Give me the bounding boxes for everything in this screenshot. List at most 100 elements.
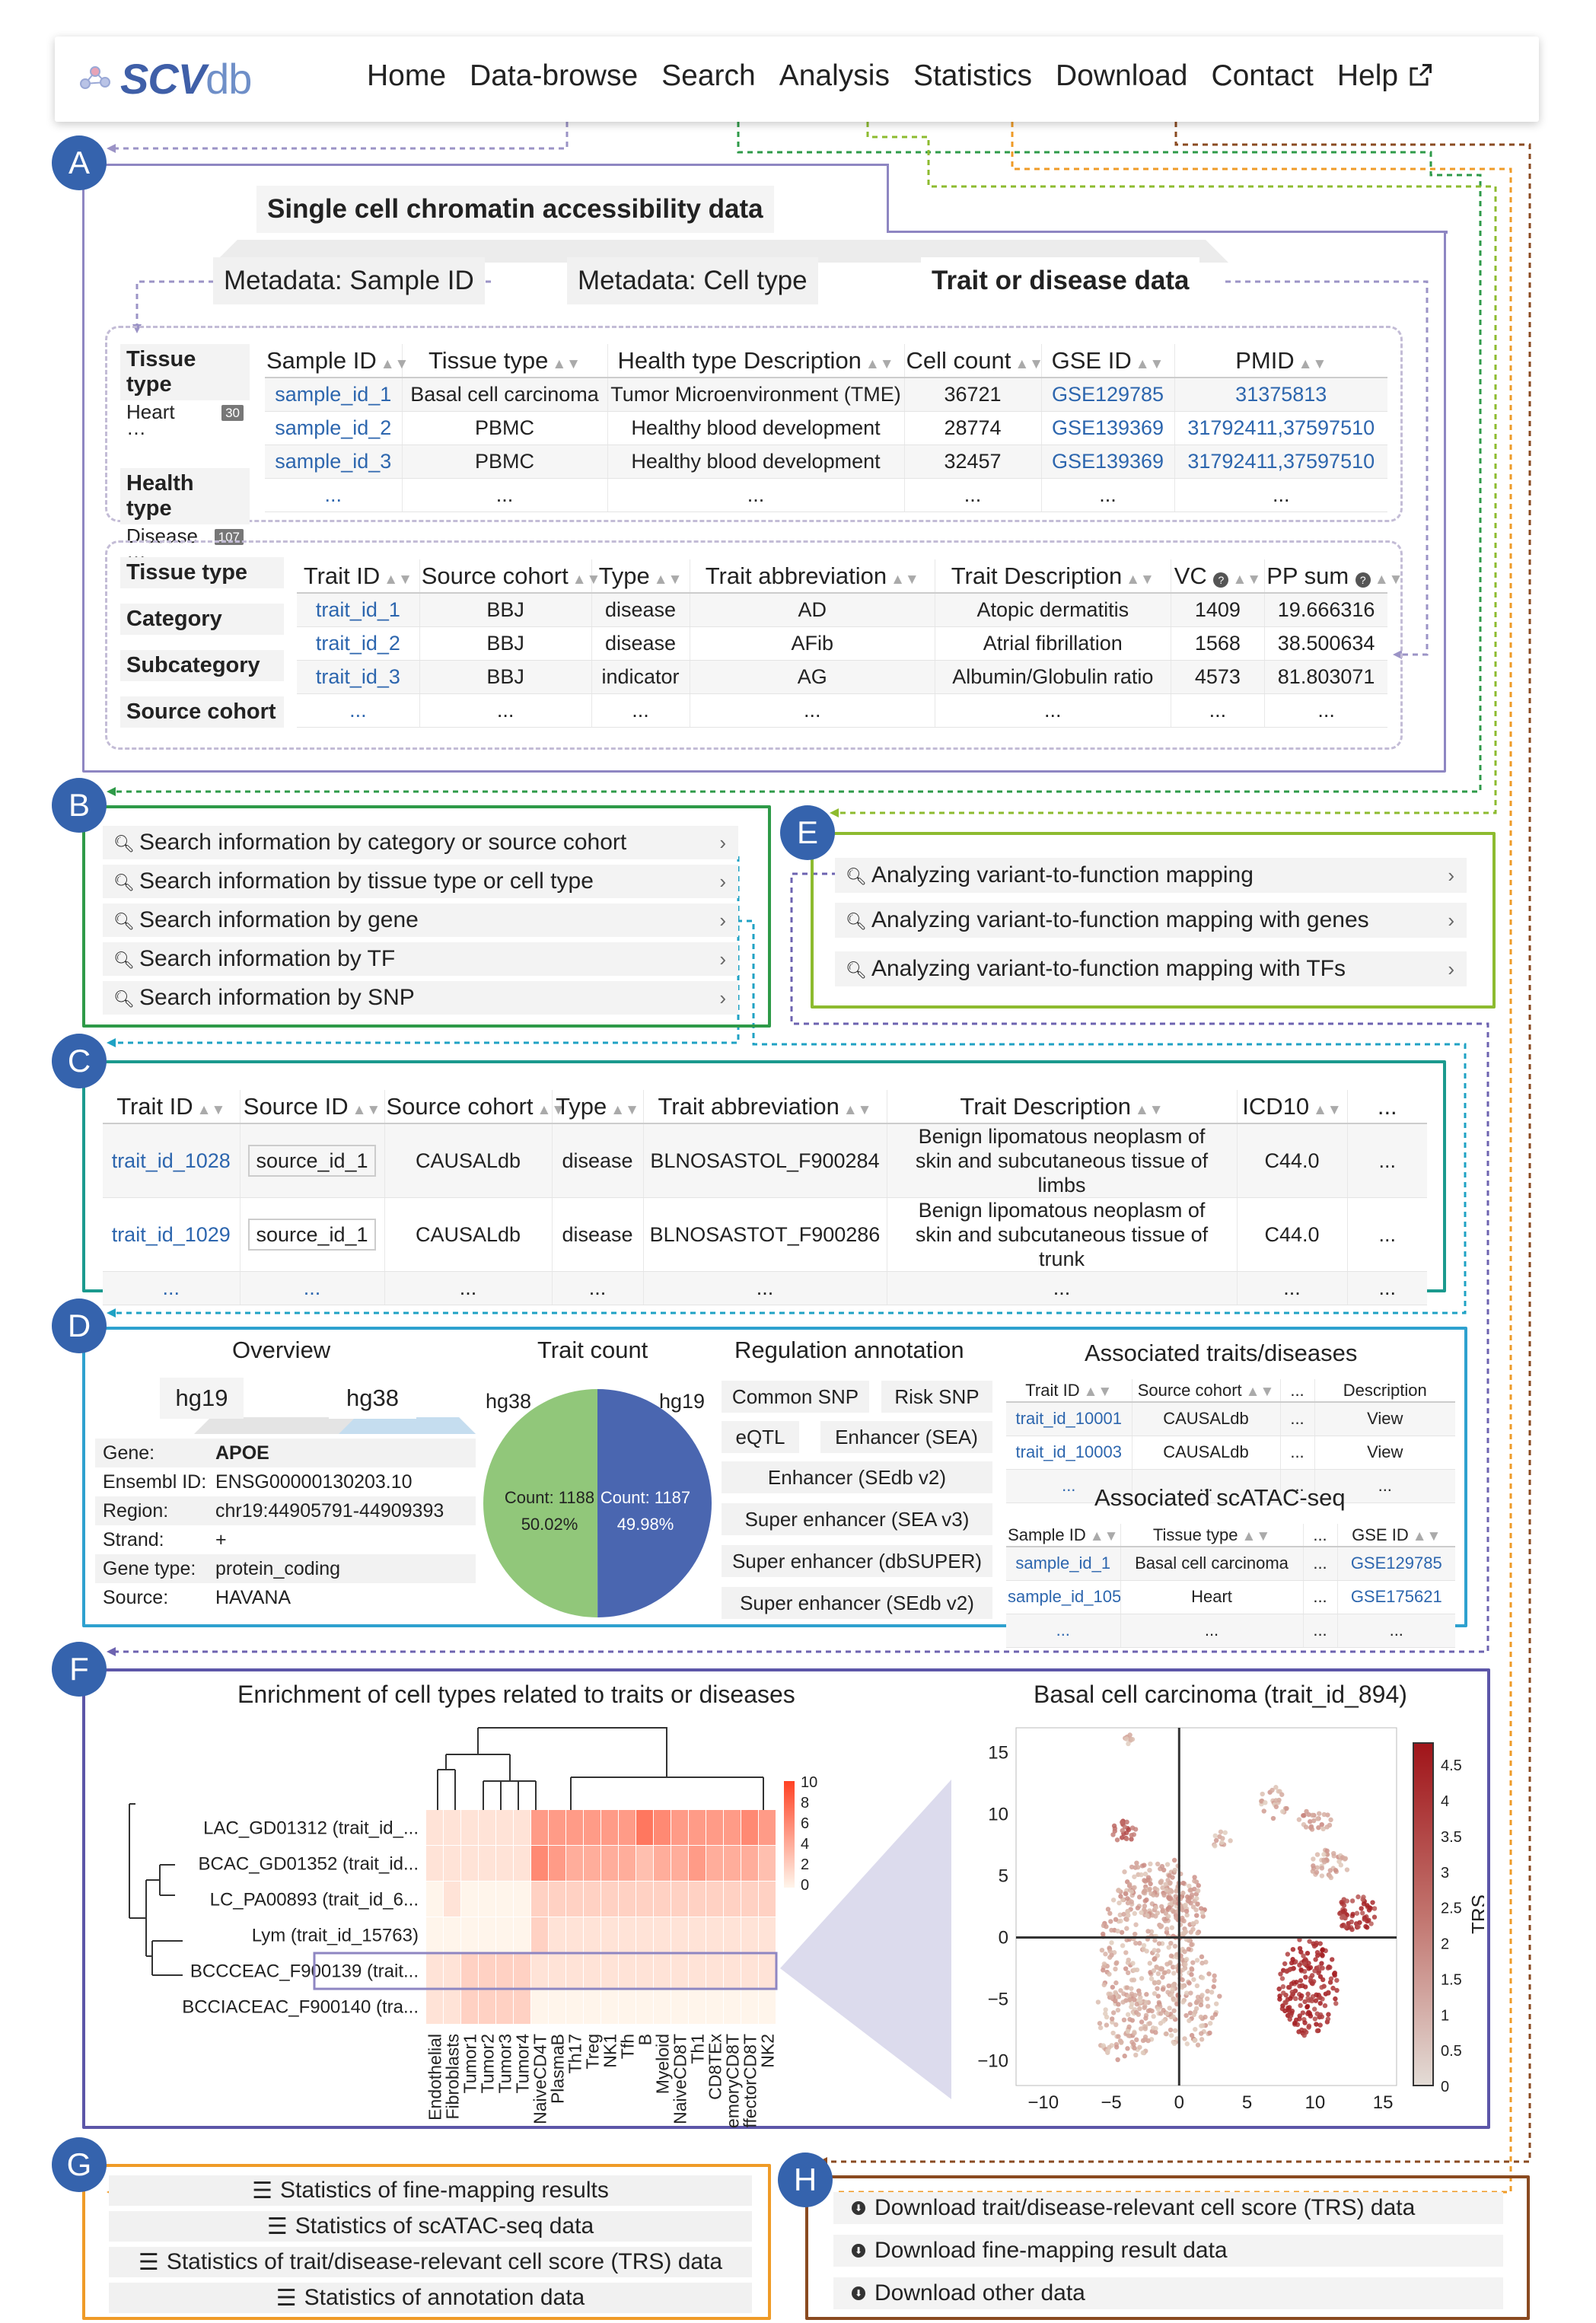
nav-contact[interactable]: Contact bbox=[1211, 59, 1314, 92]
umap-point bbox=[1107, 1955, 1113, 1960]
search-by-gene-item[interactable]: 🔍︎ Search information by gene › bbox=[103, 903, 738, 937]
reg-risk-snp[interactable]: Risk SNP bbox=[881, 1381, 992, 1413]
stat-trs-data[interactable]: ☰ Statistics of trait/disease-relevant ce… bbox=[109, 2247, 752, 2277]
col-type[interactable]: Type ▲▼ bbox=[551, 1090, 643, 1124]
col-sample-id[interactable]: Sample ID ▲▼ bbox=[1006, 1524, 1120, 1547]
col-tissue-type[interactable]: Tissue type ▲▼ bbox=[401, 344, 607, 378]
umap-point bbox=[1212, 2012, 1219, 2017]
umap-point bbox=[1138, 2026, 1144, 2031]
umap-point bbox=[1194, 1896, 1199, 1901]
tab-metadata-cell-type[interactable]: Metadata: Cell type bbox=[567, 257, 818, 304]
reg-super-enhancer-dbsuper[interactable]: Super enhancer (dbSUPER) bbox=[722, 1545, 992, 1577]
col-vc[interactable]: VC ? ▲▼ bbox=[1170, 559, 1265, 594]
umap-y-tick: −5 bbox=[988, 1990, 1008, 2010]
umap-point bbox=[1191, 2012, 1197, 2018]
search-by-tf-item[interactable]: 🔍︎ Search information by TF › bbox=[103, 942, 738, 976]
umap-point bbox=[1194, 1999, 1200, 2004]
col-trait-abbreviation[interactable]: Trait abbreviation ▲▼ bbox=[642, 1090, 887, 1124]
stat-annotation[interactable]: ☰ Statistics of annotation data bbox=[109, 2283, 752, 2313]
reg-super-enhancer-sedb[interactable]: Super enhancer (SEdb v2) bbox=[722, 1587, 992, 1619]
reg-common-snp[interactable]: Common SNP bbox=[722, 1381, 869, 1413]
nav-help[interactable]: Help bbox=[1337, 59, 1434, 93]
umap-point bbox=[1145, 1929, 1151, 1934]
download-trs-item[interactable]: ⬇ Download trait/disease-relevant cell sc… bbox=[833, 2192, 1503, 2224]
source-id-box[interactable]: source_id_1 bbox=[248, 1218, 376, 1251]
col-source-cohort[interactable]: Source cohort ▲▼ bbox=[1131, 1379, 1280, 1403]
pie-slice-hg19 bbox=[597, 1389, 712, 1617]
heatmap-row-label: BCCCEAC_F900139 (trait... bbox=[190, 1961, 419, 1982]
col-tissue-type[interactable]: Tissue type ▲▼ bbox=[1120, 1524, 1303, 1547]
col-gse-id[interactable]: GSE ID ▲▼ bbox=[1040, 344, 1174, 378]
umap-point bbox=[1184, 1894, 1190, 1900]
col-type[interactable]: Type ▲▼ bbox=[591, 559, 690, 594]
nav-analysis[interactable]: Analysis bbox=[779, 59, 890, 92]
umap-point bbox=[1333, 2000, 1339, 2006]
tab-metadata-sample-id[interactable]: Metadata: Sample ID bbox=[213, 257, 485, 304]
download-other-item[interactable]: ⬇ Download other data bbox=[833, 2277, 1503, 2309]
help-icon[interactable]: ? bbox=[1213, 572, 1229, 588]
facet-title-tissue-type-2[interactable]: Tissue type bbox=[120, 557, 284, 588]
facet-title-source-cohort[interactable]: Source cohort bbox=[120, 696, 284, 728]
stat-scatac-seq[interactable]: ☰ Statistics of scATAC-seq data bbox=[109, 2211, 752, 2242]
nav-home[interactable]: Home bbox=[367, 59, 447, 92]
source-id-box[interactable]: source_id_1 bbox=[248, 1144, 376, 1177]
col-pp-sum[interactable]: PP sum ? ▲▼ bbox=[1264, 559, 1403, 594]
col-pmid[interactable]: PMID ▲▼ bbox=[1174, 344, 1387, 378]
trs-colorbar-tick: 0.5 bbox=[1441, 2043, 1462, 2060]
nav-data-browse[interactable]: Data-browse bbox=[470, 59, 639, 92]
trait-search-table: Trait ID ▲▼ Source ID ▲▼ Source cohort ▲▼ T… bbox=[103, 1090, 1427, 1305]
nav-download[interactable]: Download bbox=[1056, 59, 1188, 92]
analyze-v2f-tfs-item[interactable]: 🔍︎ Analyzing variant-to-function mapping … bbox=[835, 951, 1467, 986]
umap-plot-area bbox=[1015, 1727, 1397, 2086]
umap-point bbox=[1284, 1968, 1290, 1974]
col-trait-description[interactable]: Trait Description ▲▼ bbox=[886, 1090, 1237, 1124]
col-source-id[interactable]: Source ID ▲▼ bbox=[239, 1090, 384, 1124]
col-source-cohort[interactable]: Source cohort ▲▼ bbox=[384, 1090, 565, 1124]
col-gse-id[interactable]: GSE ID ▲▼ bbox=[1336, 1524, 1455, 1547]
col-cell-count[interactable]: Cell count ▲▼ bbox=[903, 344, 1043, 378]
facet-title-category[interactable]: Category bbox=[120, 604, 284, 635]
col-trait-id[interactable]: Trait ID ▲▼ bbox=[103, 1090, 240, 1124]
facet-title-subcategory[interactable]: Subcategory bbox=[120, 650, 284, 681]
umap-point bbox=[1260, 1791, 1265, 1797]
tab-hg38[interactable]: hg38 bbox=[329, 1378, 416, 1419]
umap-point bbox=[1115, 2007, 1121, 2013]
col-source-cohort[interactable]: Source cohort ▲▼ bbox=[419, 559, 600, 594]
view-button[interactable]: View bbox=[1314, 1402, 1455, 1436]
heatmap-col-label: Th17 bbox=[565, 2034, 585, 2073]
search-by-tissue-item[interactable]: 🔍︎ Search information by tissue type or c… bbox=[103, 865, 738, 898]
overview-title: Overview bbox=[232, 1337, 331, 1363]
facet-item-heart[interactable]: Heart 30 bbox=[120, 400, 250, 424]
umap-point bbox=[1198, 2002, 1204, 2008]
download-fine-mapping-item[interactable]: ⬇ Download fine-mapping result data bbox=[833, 2235, 1503, 2267]
col-sample-id[interactable]: Sample ID ▲▼ bbox=[265, 344, 409, 378]
umap-point bbox=[1333, 1996, 1338, 2002]
reg-enhancer-sea[interactable]: Enhancer (SEA) bbox=[820, 1421, 992, 1453]
reg-super-enhancer-sea[interactable]: Super enhancer (SEA v3) bbox=[722, 1503, 992, 1535]
col-health-type-description[interactable]: Health type Description ▲▼ bbox=[607, 344, 904, 378]
col-trait-id[interactable]: Trait ID ▲▼ bbox=[297, 559, 420, 594]
reg-enhancer-sedb[interactable]: Enhancer (SEdb v2) bbox=[722, 1461, 992, 1493]
umap-point bbox=[1139, 2019, 1145, 2025]
stat-fine-mapping[interactable]: ☰ Statistics of fine-mapping results bbox=[109, 2175, 752, 2206]
search-by-snp-item[interactable]: 🔍︎ Search information by SNP › bbox=[103, 981, 738, 1015]
umap-point bbox=[1312, 2016, 1318, 2022]
umap-point bbox=[1147, 1867, 1152, 1873]
umap-point bbox=[1290, 1966, 1296, 1971]
reg-eqtl[interactable]: eQTL bbox=[722, 1421, 799, 1453]
analyze-v2f-item[interactable]: 🔍︎ Analyzing variant-to-function mapping › bbox=[835, 858, 1467, 893]
search-icon: 🔍︎ bbox=[113, 873, 135, 892]
col-trait-id[interactable]: Trait ID ▲▼ bbox=[1006, 1379, 1132, 1403]
nav-search[interactable]: Search bbox=[661, 59, 756, 92]
site-logo[interactable]: SCVdb bbox=[78, 52, 252, 105]
view-button[interactable]: View bbox=[1314, 1436, 1455, 1470]
tab-hg19[interactable]: hg19 bbox=[160, 1378, 244, 1419]
col-icd10[interactable]: ICD10 ▲▼ bbox=[1236, 1090, 1347, 1124]
tab-trait-disease-data[interactable]: Trait or disease data bbox=[921, 257, 1200, 304]
analyze-v2f-genes-item[interactable]: 🔍︎ Analyzing variant-to-function mapping … bbox=[835, 903, 1467, 938]
help-icon[interactable]: ? bbox=[1355, 572, 1371, 588]
nav-statistics[interactable]: Statistics bbox=[913, 59, 1032, 92]
col-trait-description[interactable]: Trait Description ▲▼ bbox=[935, 559, 1171, 594]
col-trait-abbreviation[interactable]: Trait abbreviation ▲▼ bbox=[689, 559, 935, 594]
search-by-category-item[interactable]: 🔍︎ Search information by category or sour… bbox=[103, 826, 738, 859]
